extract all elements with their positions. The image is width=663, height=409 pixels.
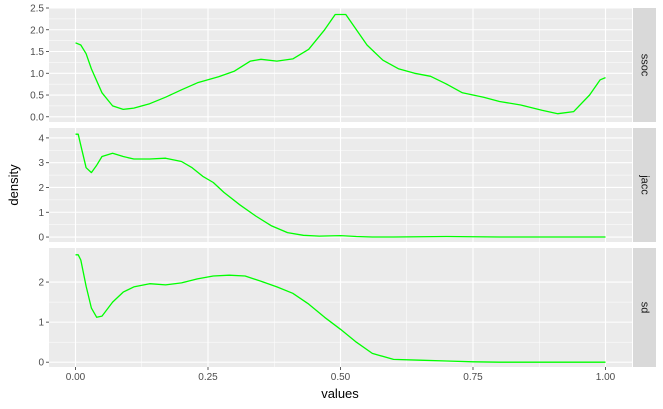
x-axis-title: values [321, 386, 359, 401]
facet-strip-label: ssoc [639, 54, 651, 77]
facet-panels: 0.0 0.5 1.0 1.5 2.0 2.5 ssoc 0 1 2 3 4 jacc 0 1 2 sd [30, 4, 656, 369]
density-line-sd [75, 254, 606, 363]
density-line-ssoc [75, 13, 606, 115]
y-tick-label: 1.5 [30, 47, 44, 58]
y-tick-label: 2.5 [30, 4, 44, 15]
y-tick-label: 2 [38, 183, 44, 194]
facet-strip [633, 128, 656, 242]
facet-ssoc: 0.0 0.5 1.0 1.5 2.0 2.5 ssoc [30, 4, 656, 123]
x-tick-label: 0.50 [331, 372, 351, 383]
facet-strip [633, 248, 656, 367]
y-tick-label: 1 [38, 208, 44, 219]
y-tick-label: 0.0 [30, 112, 44, 123]
x-axis: 0.00 0.25 0.50 0.75 1.00 [66, 367, 616, 383]
y-tick-label: 3 [38, 158, 44, 169]
facet-strip [633, 8, 656, 122]
y-tick-label: 1 [38, 318, 44, 329]
facet-strip-label: sd [639, 302, 651, 314]
y-tick-label: 0 [38, 233, 44, 244]
facet-jacc: 0 1 2 3 4 jacc [38, 128, 656, 244]
y-tick-label: 2.0 [30, 25, 44, 36]
y-tick-label: 2 [38, 278, 44, 289]
facet-sd: 0 1 2 sd [38, 248, 656, 369]
y-tick-label: 0 [38, 358, 44, 369]
y-tick-label: 0.5 [30, 91, 44, 102]
y-tick-label: 1.0 [30, 69, 44, 80]
x-tick-label: 1.00 [596, 372, 616, 383]
y-tick-label: 4 [38, 133, 44, 144]
density-line-jacc [75, 133, 606, 238]
x-tick-label: 0.75 [463, 372, 483, 383]
facet-strip-label: jacc [639, 174, 651, 195]
y-axis-title: density [6, 164, 21, 206]
x-tick-label: 0.25 [198, 372, 218, 383]
x-tick-label: 0.00 [66, 372, 86, 383]
